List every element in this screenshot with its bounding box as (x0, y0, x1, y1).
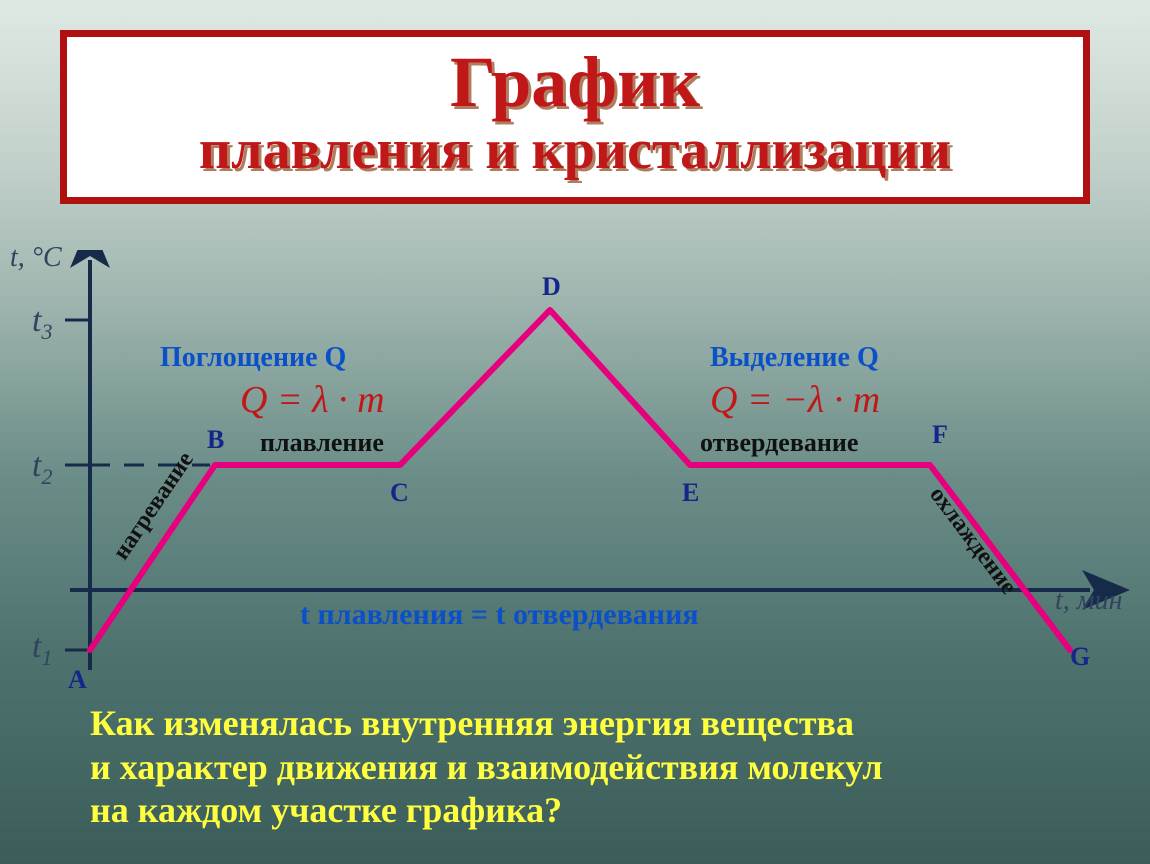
title-line2: плавления и кристаллизации (87, 121, 1063, 180)
question-text: Как изменялась внутренняя энергия вещест… (90, 702, 1090, 832)
point-A: A (68, 665, 87, 695)
question-line-1: Как изменялась внутренняя энергия вещест… (90, 703, 854, 743)
question-line-2: и характер движения и взаимодействия мол… (90, 747, 883, 787)
solidify-label: отвердевание (700, 428, 858, 458)
x-axis-label: t, мин (1055, 585, 1123, 617)
title-box: График плавления и кристаллизации (60, 30, 1090, 204)
formula-emit: Q = −λ · m (710, 378, 880, 422)
point-F: F (932, 420, 948, 450)
tick-t1: t1 (32, 628, 52, 671)
absorb-label: Поглощение Q (160, 342, 346, 374)
formula-absorb: Q = λ · m (240, 378, 385, 422)
title-line1: График (87, 45, 1063, 121)
tick-t3: t3 (32, 302, 52, 345)
point-G: G (1070, 642, 1090, 672)
point-E: E (682, 478, 699, 508)
emit-label: Выделение Q (710, 342, 879, 374)
question-line-3: на каждом участке графика? (90, 790, 562, 830)
melting-label: плавление (260, 428, 384, 458)
point-B: B (207, 425, 224, 455)
point-C: C (390, 478, 409, 508)
y-axis-label: t, °C (10, 242, 62, 274)
tick-t2: t2 (32, 447, 52, 490)
equality-label: t плавления = t отвердевания (300, 598, 699, 632)
chart: t, °C t, мин t3 t2 t1 A B C D E F G Погл… (10, 250, 1140, 670)
point-D: D (542, 272, 561, 302)
